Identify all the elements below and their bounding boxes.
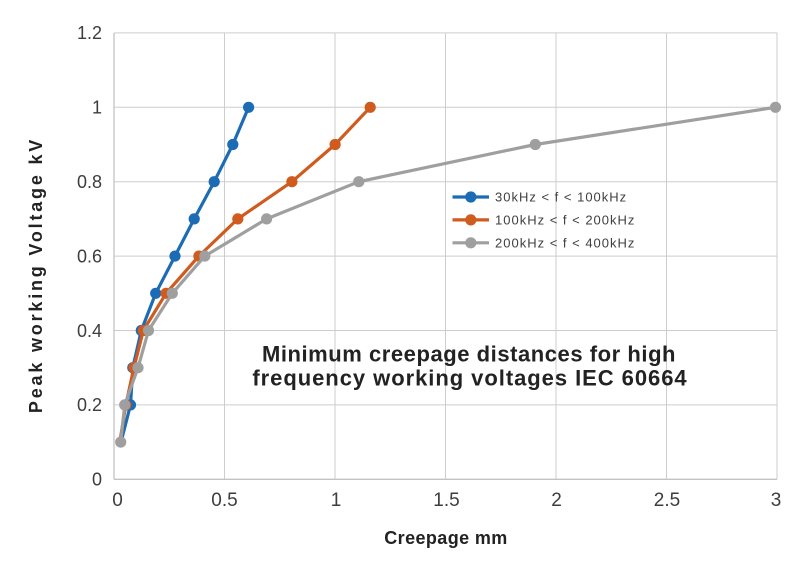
svg-text:0: 0 xyxy=(112,490,123,511)
svg-text:30kHz < f < 100kHz: 30kHz < f < 100kHz xyxy=(495,190,627,205)
svg-text:2: 2 xyxy=(551,490,562,511)
svg-text:0.5: 0.5 xyxy=(211,490,237,511)
svg-text:Creepage mm: Creepage mm xyxy=(384,528,507,548)
svg-text:0.8: 0.8 xyxy=(77,172,102,192)
svg-text:0.6: 0.6 xyxy=(77,246,102,266)
svg-text:0.2: 0.2 xyxy=(77,395,102,415)
svg-text:1.5: 1.5 xyxy=(433,490,459,511)
svg-text:2.5: 2.5 xyxy=(654,490,680,511)
svg-text:Peak working Voltage kV: Peak working Voltage kV xyxy=(26,137,46,413)
svg-text:1.2: 1.2 xyxy=(77,23,102,43)
svg-text:100kHz < f < 200kHz: 100kHz < f < 200kHz xyxy=(495,212,635,227)
svg-text:frequency working voltages IEC: frequency working voltages IEC 60664 xyxy=(252,366,687,391)
svg-text:1: 1 xyxy=(92,98,102,118)
svg-text:0: 0 xyxy=(92,470,102,490)
svg-text:1: 1 xyxy=(331,490,342,511)
svg-text:Minimum creepage distances for: Minimum creepage distances for high xyxy=(262,342,676,367)
svg-text:0.4: 0.4 xyxy=(77,321,102,341)
svg-text:200kHz < f < 400kHz: 200kHz < f < 400kHz xyxy=(495,235,635,250)
svg-text:3: 3 xyxy=(771,490,782,511)
